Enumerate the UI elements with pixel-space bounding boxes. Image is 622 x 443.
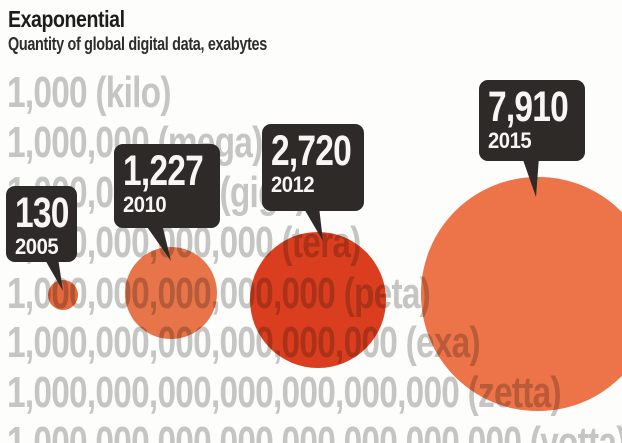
bubble-2010 (125, 247, 217, 339)
callout-year: 2012 (271, 172, 315, 197)
bubble-2015 (421, 177, 622, 411)
callout-2012: 2,720 2012 (262, 124, 364, 211)
page-title: Exaponential (8, 6, 125, 32)
scale-line-exa: 1,000,000,000,000,000,000 (exa) (7, 318, 481, 367)
callout-value: 7,910 (488, 83, 569, 131)
callout-value: 1,227 (123, 147, 204, 195)
scale-line-kilo: 1,000 (kilo) (7, 68, 171, 117)
callout-year: 2015 (488, 128, 532, 153)
bubble-2012 (249, 231, 387, 369)
scale-line-zetta: 1,000,000,000,000,000,000,000 (zetta) (7, 368, 562, 417)
callout-2015: 7,910 2015 (479, 80, 585, 161)
callout-value: 2,720 (271, 127, 352, 175)
chart-header: Exaponential Quantity of global digital … (8, 6, 332, 55)
scale-line-yotta: 1,000,000,000,000,000,000,000,000 (yotta… (7, 418, 622, 443)
page-subtitle: Quantity of global digital data, exabyte… (8, 34, 267, 55)
callout-year: 2010 (123, 192, 167, 217)
callout-2005: 130 2005 (6, 186, 77, 262)
callout-year: 2005 (15, 234, 59, 259)
scale-line-peta: 1,000,000,000,000,000 (peta) (7, 269, 431, 318)
callout-2010: 1,227 2010 (114, 144, 220, 228)
callout-value: 130 (15, 189, 69, 237)
